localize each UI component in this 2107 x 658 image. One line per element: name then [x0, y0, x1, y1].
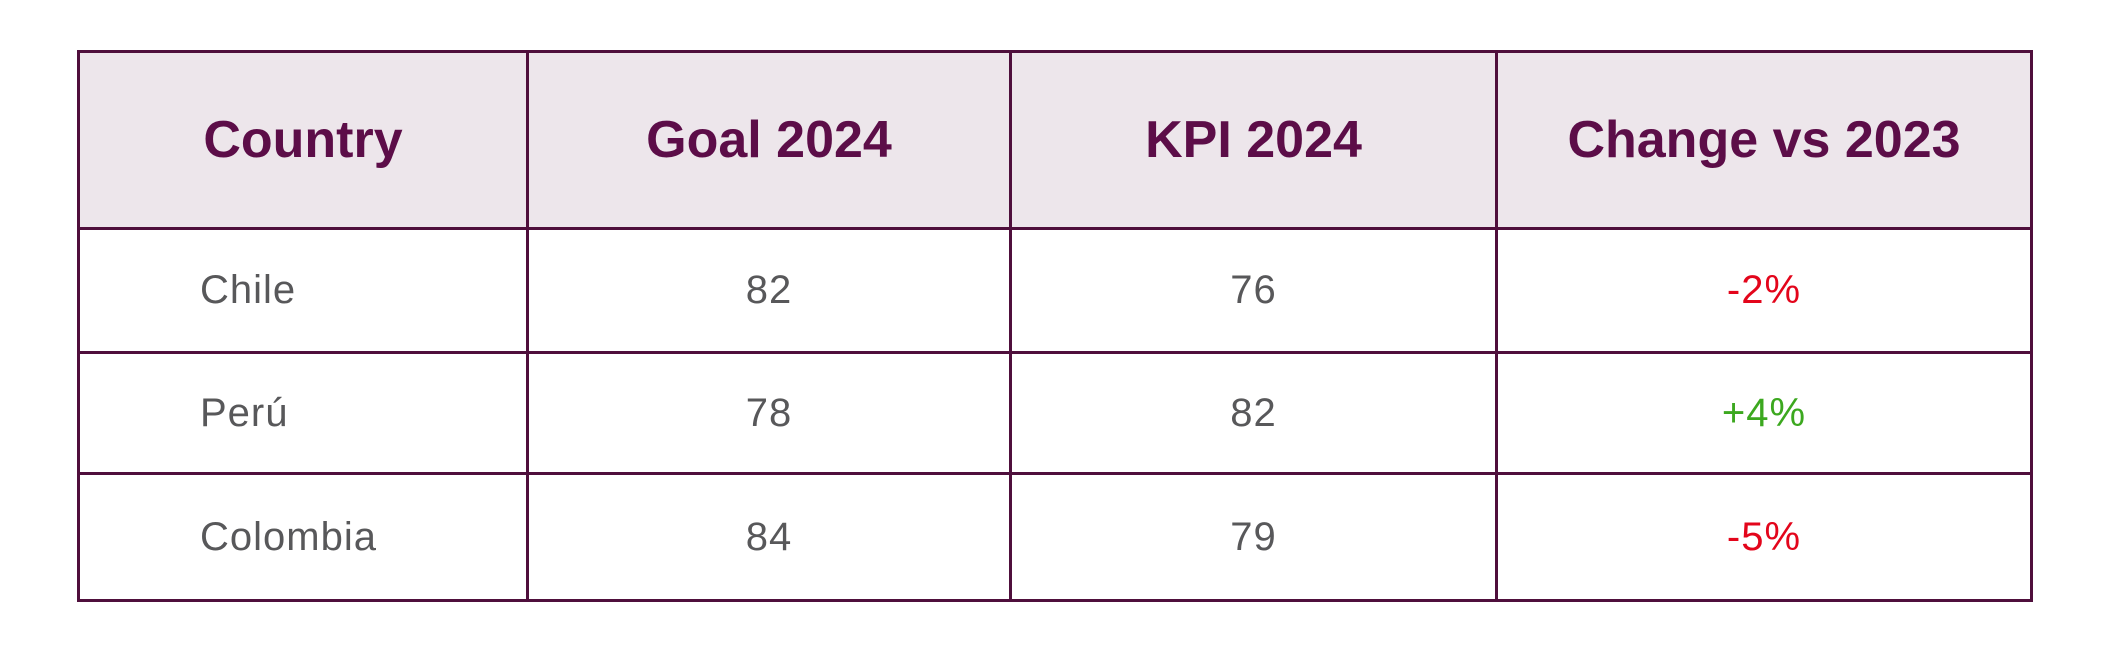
table-row: Chile 82 76 -2%	[77, 227, 2033, 354]
table-row: Colombia 84 79 -5%	[77, 472, 2033, 602]
country-cell: Perú	[77, 351, 529, 475]
country-cell: Colombia	[77, 472, 529, 602]
header-kpi-2024: KPI 2024	[1009, 50, 1498, 230]
kpi-cell: 82	[1009, 351, 1498, 475]
table-row: Perú 78 82 +4%	[77, 351, 2033, 475]
goal-cell: 82	[526, 227, 1012, 354]
change-cell: -5%	[1495, 472, 2033, 602]
change-cell: +4%	[1495, 351, 2033, 475]
kpi-table: Country Goal 2024 KPI 2024 Change vs 202…	[77, 50, 2033, 602]
kpi-cell: 76	[1009, 227, 1498, 354]
header-goal-2024: Goal 2024	[526, 50, 1012, 230]
kpi-cell: 79	[1009, 472, 1498, 602]
change-cell: -2%	[1495, 227, 2033, 354]
header-change-vs-2023: Change vs 2023	[1495, 50, 2033, 230]
table-header-row: Country Goal 2024 KPI 2024 Change vs 202…	[77, 50, 2033, 230]
goal-cell: 78	[526, 351, 1012, 475]
header-country: Country	[77, 50, 529, 230]
goal-cell: 84	[526, 472, 1012, 602]
country-cell: Chile	[77, 227, 529, 354]
